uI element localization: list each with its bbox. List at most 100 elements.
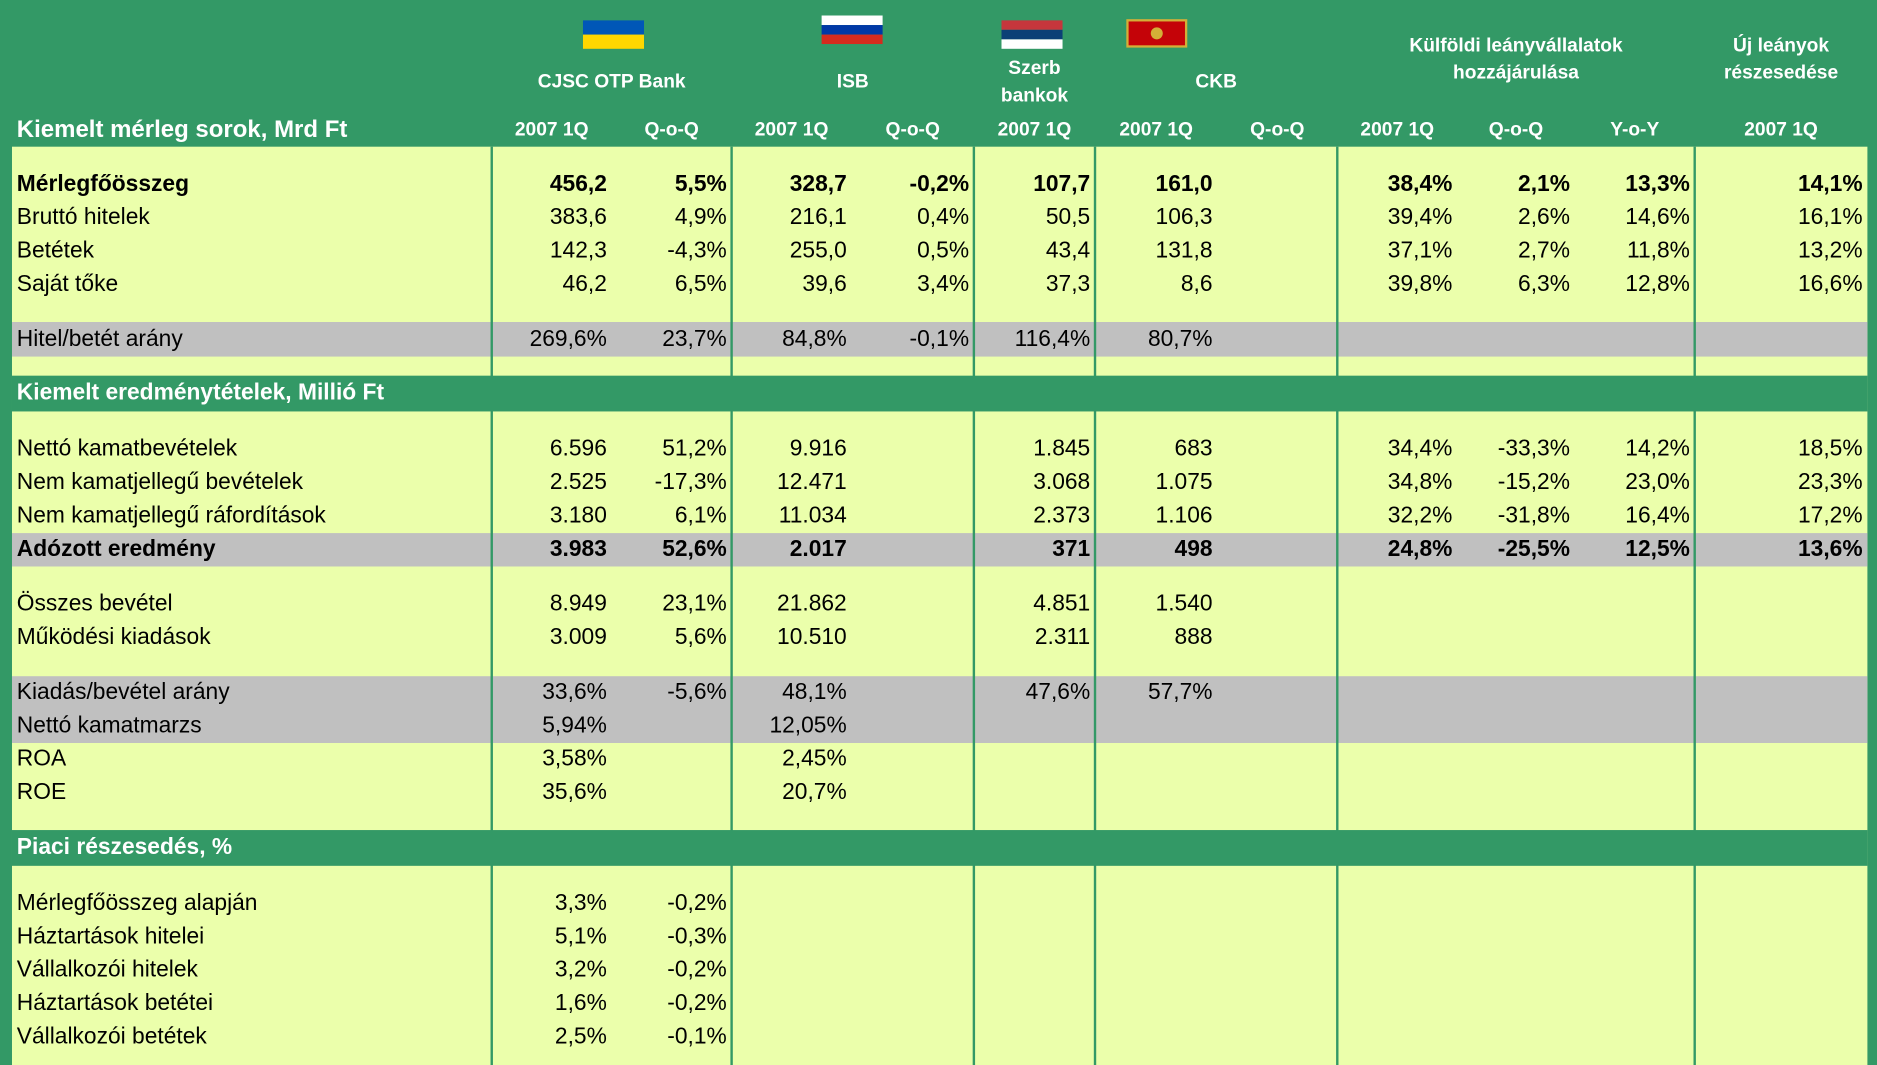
cell-value: 2,1% bbox=[1518, 171, 1570, 197]
cell-value: 255,0 bbox=[789, 238, 847, 264]
row-label: Nettó kamatmarzs bbox=[16, 713, 202, 739]
cell-value: -17,3% bbox=[654, 469, 727, 495]
cell-value: -0,3% bbox=[667, 924, 727, 950]
cell-value: 10.510 bbox=[777, 624, 847, 650]
column-divider bbox=[1093, 146, 1097, 1065]
column-header: Q-o-Q bbox=[885, 119, 940, 141]
row-label: Bruttó hitelek bbox=[16, 205, 150, 231]
cell-value: 3.983 bbox=[549, 536, 607, 562]
cell-value: -15,2% bbox=[1497, 469, 1570, 495]
group-name: CJSC OTP Bank bbox=[537, 72, 686, 93]
cell-value: 23,7% bbox=[662, 326, 727, 352]
cell-value: 3.180 bbox=[549, 503, 607, 529]
cell-value: 8.949 bbox=[549, 591, 607, 617]
cell-value: 131,8 bbox=[1155, 238, 1213, 264]
flag-russia bbox=[821, 15, 883, 45]
cell-value: 38,4% bbox=[1387, 171, 1453, 197]
cell-value: 2.525 bbox=[549, 469, 607, 495]
cell-value: 16,6% bbox=[1797, 271, 1863, 297]
cell-value: -0,2% bbox=[667, 890, 727, 916]
cell-value: 80,7% bbox=[1147, 326, 1213, 352]
cell-value: 888 bbox=[1174, 624, 1213, 650]
cell-value: 2,7% bbox=[1518, 238, 1570, 264]
row-label: Saját tőke bbox=[16, 271, 119, 297]
cell-value: 57,7% bbox=[1147, 679, 1213, 705]
group-name: Szerb bankok bbox=[1000, 58, 1069, 107]
cell-value: 0,4% bbox=[917, 205, 970, 231]
cell-value: -4,3% bbox=[667, 238, 727, 264]
cell-value: -0,1% bbox=[909, 326, 970, 352]
cell-value: 13,6% bbox=[1797, 536, 1863, 562]
column-divider bbox=[730, 146, 733, 1065]
cell-value: 0,5% bbox=[917, 238, 970, 264]
column-header: 2007 1Q bbox=[754, 119, 829, 141]
row-label: Vállalkozói betétek bbox=[16, 1024, 207, 1050]
cell-value: 33,6% bbox=[542, 679, 607, 705]
cell-value: 2,45% bbox=[782, 746, 847, 772]
row-label: Nem kamatjellegű bevételek bbox=[16, 469, 304, 495]
flag-ukraine bbox=[582, 20, 645, 49]
cell-value: 8,6 bbox=[1180, 271, 1213, 297]
row-label: ROA bbox=[16, 746, 67, 772]
row-label: Összes bevétel bbox=[16, 591, 173, 617]
cell-value: -0,2% bbox=[909, 171, 970, 197]
cell-value: 2.017 bbox=[789, 536, 847, 562]
cell-value: 3.068 bbox=[1033, 469, 1091, 495]
cell-value: 3,58% bbox=[542, 746, 607, 772]
cell-value: 24,8% bbox=[1387, 536, 1453, 562]
group-name: CKB bbox=[1195, 72, 1237, 93]
cell-value: 50,5 bbox=[1045, 205, 1091, 231]
cell-value: 37,3 bbox=[1045, 271, 1091, 297]
cell-value: 34,8% bbox=[1387, 469, 1453, 495]
cell-value: 1.540 bbox=[1155, 591, 1213, 617]
cell-value: 47,6% bbox=[1025, 679, 1091, 705]
cell-value: 23,3% bbox=[1797, 469, 1863, 495]
cell-value: 11,8% bbox=[1626, 238, 1690, 264]
header-title: Kiemelt mérleg sorok, Mrd Ft bbox=[16, 116, 348, 144]
section-bar bbox=[11, 375, 1868, 412]
cell-value: 3,2% bbox=[554, 957, 607, 983]
cell-value: 46,2 bbox=[562, 271, 607, 297]
column-header: 2007 1Q bbox=[1119, 119, 1193, 141]
cell-value: 14,6% bbox=[1625, 205, 1690, 231]
column-header: 2007 1Q bbox=[514, 119, 589, 141]
cell-value: 12.471 bbox=[777, 469, 847, 495]
column-header: Q-o-Q bbox=[644, 119, 699, 141]
column-header: Q-o-Q bbox=[1250, 119, 1305, 141]
cell-value: 216,1 bbox=[789, 205, 847, 231]
row-label: Működési kiadások bbox=[16, 624, 211, 650]
cell-value: 37,1% bbox=[1387, 238, 1453, 264]
cell-value: 116,4% bbox=[1014, 326, 1091, 352]
section-title: Piaci részesedés, % bbox=[16, 834, 233, 860]
cell-value: 371 bbox=[1052, 536, 1091, 562]
cell-value: 456,2 bbox=[549, 171, 607, 197]
cell-value: 35,6% bbox=[542, 779, 607, 806]
cell-value: 269,6% bbox=[529, 326, 607, 352]
group-name: Külföldi leányvállalatok hozzájárulása bbox=[1409, 35, 1623, 84]
section-title: Kiemelt eredménytételek, Millió Ft bbox=[16, 380, 385, 406]
cell-value: 2.373 bbox=[1033, 503, 1091, 529]
section-bar bbox=[11, 830, 1868, 866]
cell-value: 13,3% bbox=[1625, 171, 1690, 197]
cell-value: 23,0% bbox=[1625, 469, 1690, 495]
row-label: Kiadás/bevétel arány bbox=[16, 679, 230, 705]
cell-value: 16,1% bbox=[1797, 205, 1863, 231]
shaded-band bbox=[11, 533, 1868, 567]
cell-value: -0,2% bbox=[667, 991, 727, 1017]
cell-value: 12,5% bbox=[1625, 536, 1690, 562]
cell-value: 43,4 bbox=[1045, 238, 1091, 264]
cell-value: 106,3 bbox=[1155, 205, 1213, 231]
column-divider bbox=[1336, 146, 1339, 1065]
cell-value: 4,9% bbox=[674, 205, 727, 231]
cell-value: 2,5% bbox=[554, 1024, 607, 1050]
cell-value: 1.075 bbox=[1155, 469, 1213, 495]
cell-value: -25,5% bbox=[1497, 536, 1570, 562]
cell-value: 6,5% bbox=[674, 271, 727, 297]
row-label: Vállalkozói hitelek bbox=[16, 957, 198, 983]
cell-value: 51,2% bbox=[662, 436, 727, 462]
cell-value: 5,6% bbox=[674, 624, 727, 650]
column-header: Y-o-Y bbox=[1610, 119, 1660, 141]
cell-value: -0,2% bbox=[667, 957, 727, 983]
row-label: Hitel/betét arány bbox=[16, 326, 183, 352]
